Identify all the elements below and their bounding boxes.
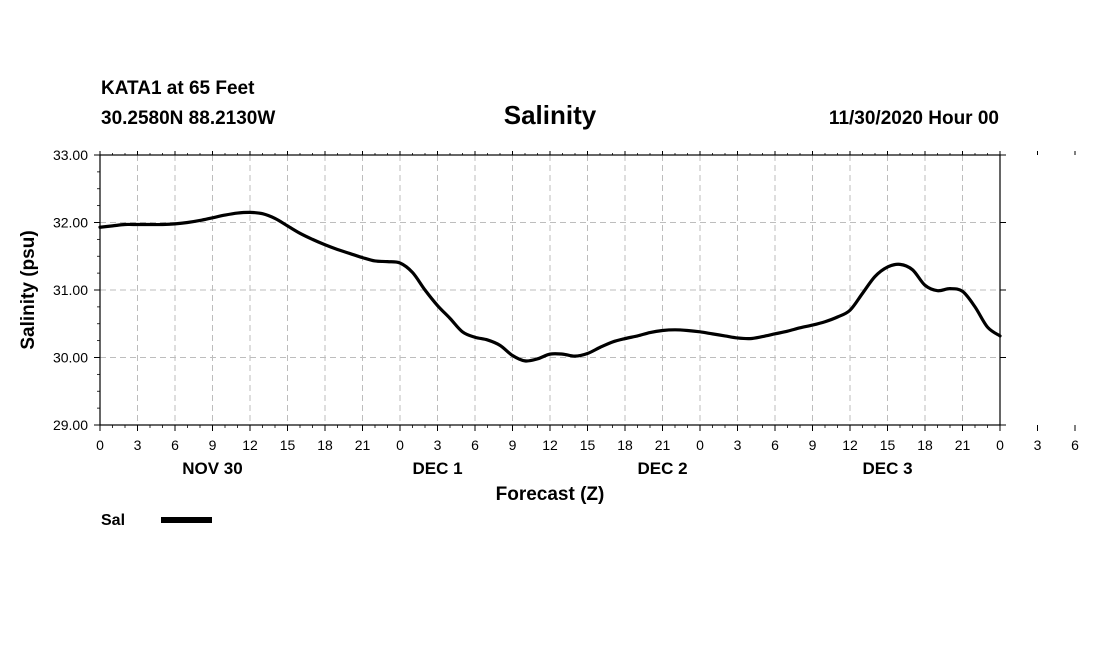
day-label: DEC 3 (862, 459, 912, 478)
x-tick-label: 18 (317, 437, 333, 453)
x-tick-label: 12 (542, 437, 558, 453)
x-tick-label: 15 (580, 437, 596, 453)
y-tick-label: 31.00 (53, 282, 88, 298)
x-tick-label: 6 (171, 437, 179, 453)
y-tick-labels: 29.00 30.00 31.00 32.00 33.00 (53, 147, 88, 433)
chart-title: Salinity (504, 100, 597, 130)
x-tick-label: 21 (955, 437, 971, 453)
y-tick-label: 30.00 (53, 350, 88, 366)
x-tick-label: 0 (996, 437, 1004, 453)
x-tick-label: 0 (396, 437, 404, 453)
axis-ticks (94, 151, 1076, 431)
x-tick-label: 3 (134, 437, 142, 453)
x-tick-label: 6 (1071, 437, 1079, 453)
x-tick-labels: 0369121518210369121518210369121518210369… (96, 437, 1079, 453)
x-tick-label: 9 (509, 437, 517, 453)
y-tick-label: 32.00 (53, 215, 88, 231)
station-label: KATA1 at 65 Feet (101, 78, 255, 99)
x-tick-label: 15 (280, 437, 296, 453)
day-label: DEC 2 (637, 459, 687, 478)
x-tick-label: 15 (880, 437, 896, 453)
x-tick-label: 18 (917, 437, 933, 453)
series-line-sal (98, 210, 1002, 363)
plot-frame (99, 154, 1001, 426)
x-tick-label: 21 (355, 437, 371, 453)
day-label: NOV 30 (182, 459, 242, 478)
series-layer (98, 210, 1002, 363)
coords-label: 30.2580N 88.2130W (101, 108, 275, 129)
x-tick-label: 6 (771, 437, 779, 453)
x-tick-label: 3 (434, 437, 442, 453)
x-tick-label: 12 (842, 437, 858, 453)
x-tick-label: 12 (242, 437, 258, 453)
gridlines (100, 155, 1000, 425)
x-tick-label: 0 (96, 437, 104, 453)
x-tick-label: 3 (734, 437, 742, 453)
x-tick-label: 3 (1034, 437, 1042, 453)
legend-swatch (161, 517, 212, 523)
y-axis-title: Salinity (psu) (18, 230, 39, 349)
run-time-label: 11/30/2020 Hour 00 (829, 108, 999, 129)
day-labels: NOV 30 DEC 1 DEC 2 DEC 3 (182, 459, 912, 478)
x-tick-label: 9 (209, 437, 217, 453)
x-tick-label: 6 (471, 437, 479, 453)
x-tick-label: 18 (617, 437, 633, 453)
y-tick-label: 29.00 (53, 417, 88, 433)
x-axis-title: Forecast (Z) (496, 484, 605, 505)
x-tick-label: 9 (809, 437, 817, 453)
day-label: DEC 1 (412, 459, 462, 478)
x-tick-label: 0 (696, 437, 704, 453)
y-tick-label: 33.00 (53, 147, 88, 163)
legend-label: Sal (101, 512, 125, 529)
x-tick-label: 21 (655, 437, 671, 453)
